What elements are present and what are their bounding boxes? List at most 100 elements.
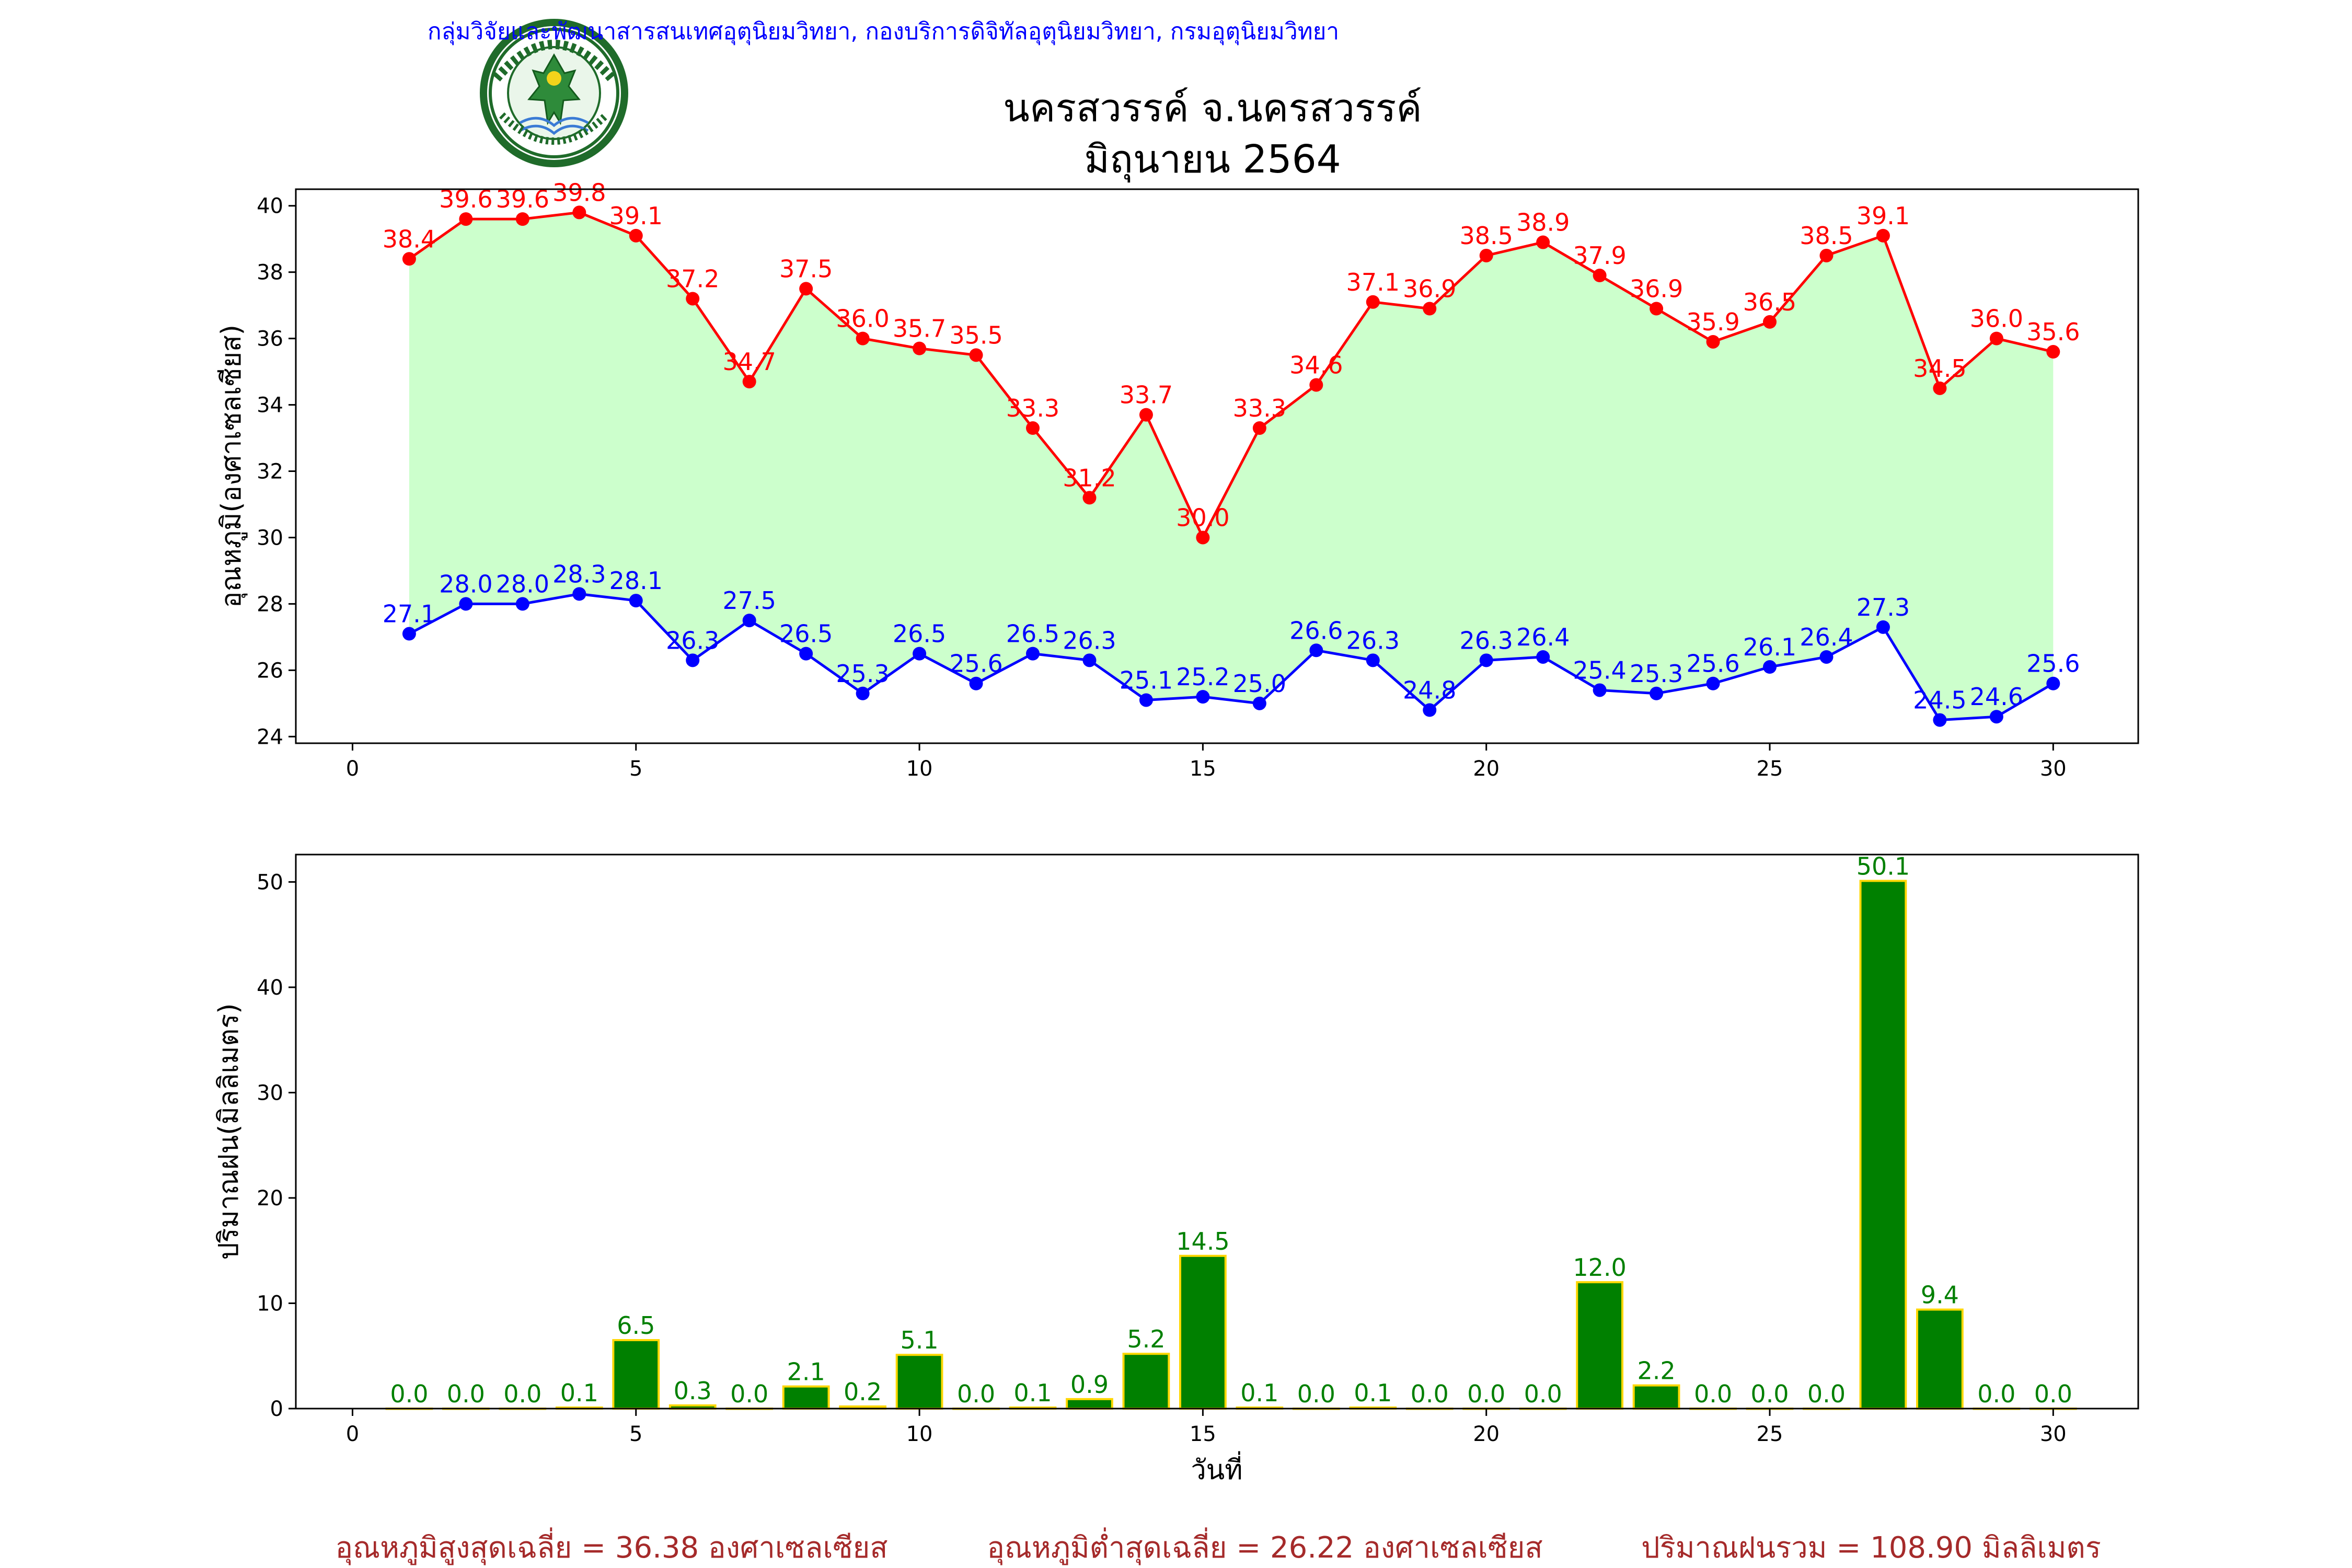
tmin-value-label: 26.3 bbox=[666, 626, 719, 654]
tmax-point bbox=[572, 205, 586, 220]
tmin-value-label: 26.5 bbox=[893, 620, 946, 648]
tmin-point bbox=[1933, 713, 1947, 727]
tmax-value-label: 31.2 bbox=[1063, 464, 1116, 492]
tmin-point bbox=[799, 647, 813, 661]
rainfall-value-label: 14.5 bbox=[1176, 1227, 1229, 1255]
rainfall-bar bbox=[895, 1354, 943, 1410]
tmax-point bbox=[515, 212, 529, 226]
tmin-point bbox=[1139, 693, 1153, 707]
temperature-x-tick-label: 0 bbox=[346, 757, 359, 781]
tmin-value-label: 25.6 bbox=[949, 650, 1002, 678]
temperature-y-tick-label: 38 bbox=[257, 261, 283, 285]
rainfall-bar bbox=[1179, 1254, 1227, 1410]
temperature-x-tick-label: 10 bbox=[906, 757, 933, 781]
tmax-point bbox=[402, 252, 416, 266]
tmax-point bbox=[913, 341, 927, 355]
tmax-value-label: 33.3 bbox=[1233, 394, 1286, 422]
tmin-point bbox=[1309, 643, 1323, 658]
rainfall-value-label: 12.0 bbox=[1573, 1253, 1626, 1282]
tmin-value-label: 24.8 bbox=[1403, 676, 1456, 705]
tmax-point bbox=[742, 375, 756, 389]
period-title: มิถุนายน 2564 bbox=[1084, 137, 1341, 183]
rainfall-value-label: 0.0 bbox=[1297, 1380, 1335, 1408]
rainfall-value-label: 2.2 bbox=[1637, 1357, 1675, 1385]
tmax-point bbox=[629, 228, 643, 243]
temperature-axes-frame bbox=[295, 188, 2139, 744]
rainfall-y-tick-label: 10 bbox=[257, 1292, 283, 1316]
rainfall-value-label: 0.0 bbox=[1467, 1380, 1505, 1408]
tmax-point bbox=[1026, 421, 1040, 435]
rainfall-value-label: 0.0 bbox=[1694, 1380, 1732, 1408]
tmin-value-label: 26.3 bbox=[1063, 626, 1116, 654]
tmin-point bbox=[1423, 703, 1437, 717]
summary-tmin-average: อุณหภูมิต่ำสุดเฉลี่ย = 26.22 องศาเซลเซีย… bbox=[987, 1527, 1542, 1565]
tmax-value-label: 36.9 bbox=[1630, 275, 1683, 303]
temperature-y-tick-label: 28 bbox=[257, 592, 283, 616]
tmax-point bbox=[1423, 302, 1437, 316]
rainfall-y-tick-label: 0 bbox=[270, 1397, 283, 1421]
rainfall-bar bbox=[782, 1385, 830, 1410]
rainfall-value-label: 5.1 bbox=[900, 1326, 938, 1354]
tmin-value-label: 26.6 bbox=[1289, 616, 1343, 644]
tmin-value-label: 25.2 bbox=[1176, 663, 1229, 691]
tmax-value-label: 35.7 bbox=[893, 315, 946, 343]
summary-tmax-average: อุณหภูมิสูงสุดเฉลี่ย = 36.38 องศาเซลเซีย… bbox=[335, 1527, 887, 1565]
tmin-point bbox=[515, 597, 529, 611]
rainfall-y-tick-label: 20 bbox=[257, 1186, 283, 1210]
tmax-value-label: 38.9 bbox=[1516, 209, 1570, 237]
rainfall-value-label: 0.0 bbox=[447, 1380, 485, 1408]
tmin-point bbox=[1989, 710, 2003, 724]
tmax-value-label: 34.6 bbox=[1289, 351, 1343, 379]
rainfall-value-label: 2.1 bbox=[787, 1358, 825, 1386]
station-title: นครสวรรค์ จ.นครสวรรค์ bbox=[1003, 86, 1422, 131]
tmax-point bbox=[1139, 408, 1153, 422]
tmin-point bbox=[1593, 683, 1607, 697]
temperature-x-tick-label: 30 bbox=[2040, 757, 2067, 781]
org-header: กลุ่มวิจัยและพัฒนาสารสนเทศอุตุนิยมวิทยา,… bbox=[428, 18, 1339, 45]
tmin-value-label: 25.3 bbox=[836, 660, 889, 688]
tmax-point bbox=[799, 282, 813, 296]
tmax-point bbox=[1309, 378, 1323, 392]
tmax-value-label: 37.2 bbox=[666, 264, 719, 293]
temperature-y-tick-label: 34 bbox=[257, 394, 283, 418]
tmax-value-label: 39.1 bbox=[609, 202, 663, 230]
rainfall-value-label: 9.4 bbox=[1921, 1281, 1959, 1309]
tmin-point bbox=[1536, 650, 1550, 664]
rainfall-x-tick-label: 30 bbox=[2040, 1422, 2067, 1446]
tmax-point bbox=[969, 348, 983, 362]
tmin-point bbox=[1763, 660, 1777, 674]
rainfall-value-label: 0.0 bbox=[390, 1380, 428, 1408]
tmin-value-label: 24.5 bbox=[1913, 686, 1966, 714]
temperature-x-tick-label: 25 bbox=[1757, 757, 1783, 781]
tmax-value-label: 38.5 bbox=[1800, 222, 1853, 250]
tmax-point bbox=[459, 212, 473, 226]
tmin-value-label: 26.4 bbox=[1800, 623, 1853, 651]
tmin-value-label: 27.5 bbox=[722, 586, 776, 615]
temperature-y-axis-label: อุณหภูมิ(องศาเซลเซียส) bbox=[216, 325, 248, 608]
tmax-point bbox=[1650, 302, 1664, 316]
tmin-value-label: 28.1 bbox=[609, 567, 663, 595]
rainfall-value-label: 6.5 bbox=[617, 1311, 655, 1340]
rainfall-bar bbox=[612, 1339, 660, 1410]
tmax-point bbox=[1479, 248, 1493, 262]
rainfall-value-label: 0.3 bbox=[674, 1377, 712, 1405]
tmin-value-label: 25.4 bbox=[1573, 656, 1626, 684]
rainfall-bar bbox=[1576, 1281, 1623, 1410]
tmin-value-label: 28.3 bbox=[552, 560, 606, 588]
rainfall-bar bbox=[1916, 1308, 1964, 1410]
tmin-value-label: 26.3 bbox=[1346, 626, 1400, 654]
rainfall-value-label: 0.0 bbox=[957, 1380, 995, 1408]
rainfall-value-label: 0.0 bbox=[1807, 1380, 1846, 1408]
tmax-value-label: 35.9 bbox=[1686, 308, 1739, 336]
tmax-point bbox=[1763, 315, 1777, 329]
rainfall-value-label: 0.0 bbox=[1977, 1380, 2015, 1408]
rainfall-value-label: 0.0 bbox=[1411, 1380, 1449, 1408]
tmax-value-label: 37.9 bbox=[1573, 241, 1626, 270]
tmax-point bbox=[1196, 531, 1210, 545]
tmin-point bbox=[686, 653, 700, 667]
tmin-point bbox=[1196, 690, 1210, 704]
tmin-point bbox=[1366, 653, 1380, 667]
tmin-point bbox=[1706, 676, 1720, 690]
tmin-point bbox=[1026, 647, 1040, 661]
